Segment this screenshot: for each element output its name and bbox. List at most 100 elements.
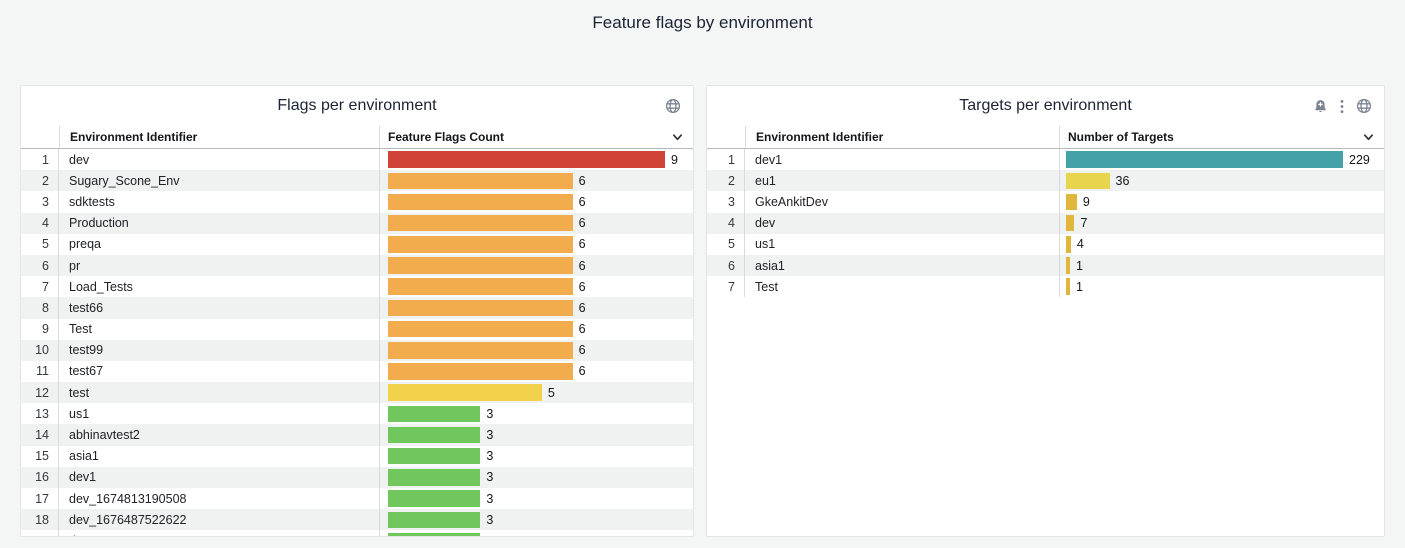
environment-identifier-cell: GkeAnkitDev — [755, 194, 828, 209]
value-gauge-cell: 9 — [1059, 191, 1384, 213]
gauge-value: 6 — [578, 194, 586, 209]
table-row: 15 asia1 3 — [21, 445, 693, 467]
gauge-bar — [388, 384, 542, 401]
environment-identifier-cell: sdktests — [69, 194, 115, 209]
value-gauge-cell: 6 — [379, 297, 693, 319]
gauge-value: 6 — [578, 237, 586, 252]
environment-identifier-cell: abhinavtest2 — [69, 428, 140, 443]
column-header-feature-flags-count[interactable]: Feature Flags Count — [379, 126, 693, 148]
gauge-bar — [1066, 193, 1077, 211]
gauge-bar — [388, 490, 481, 507]
row-number: 4 — [707, 212, 745, 234]
gauge-bar — [1066, 236, 1071, 253]
table-body: 1 dev 9 2 Sugary_Scone_Env 6 3 sdktests 6 4 Produc… — [21, 149, 693, 536]
chevron-down-icon[interactable] — [672, 132, 683, 143]
gauge-value: 36 — [1115, 173, 1130, 188]
gauge-bar — [388, 469, 481, 486]
environment-identifier-cell: preqa — [69, 237, 101, 252]
row-number: 1 — [21, 149, 59, 171]
gauge-bar — [388, 278, 573, 295]
gauge-bar — [388, 363, 573, 380]
row-number: 18 — [21, 509, 59, 531]
value-gauge-cell: 6 — [379, 233, 693, 255]
gauge-value: 3 — [486, 428, 494, 443]
environment-identifier-cell: pr — [69, 258, 81, 273]
row-number: 17 — [21, 488, 59, 510]
gauge-bar — [388, 320, 573, 338]
gauge-value: 3 — [486, 406, 494, 421]
row-number: 4 — [21, 212, 59, 234]
table-row: 4 Production 6 — [21, 212, 693, 234]
value-gauge-cell: 1 — [1059, 276, 1384, 298]
value-gauge-cell: 6 — [379, 212, 693, 234]
gauge-bar — [388, 511, 481, 529]
environment-identifier-cell: dev1 — [69, 470, 97, 485]
gauge-value: 3 — [486, 534, 493, 536]
row-number: 15 — [21, 445, 59, 467]
globe-icon[interactable] — [1356, 98, 1372, 114]
row-number: 16 — [21, 466, 59, 488]
table-row: 6 pr 6 — [21, 254, 693, 277]
environment-identifier-cell: dev_1676487546612 — [59, 534, 379, 536]
table-row: 5 preqa 6 — [21, 233, 693, 255]
environment-identifier-cell: dev_1676487522622 — [69, 512, 187, 527]
value-gauge-cell: 6 — [379, 318, 693, 340]
value-gauge-cell: 9 — [379, 149, 693, 171]
column-header-environment-identifier[interactable]: Environment Identifier — [745, 126, 1059, 148]
environment-identifier-cell: eu1 — [755, 173, 776, 188]
value-gauge-cell: 3 — [379, 403, 693, 425]
gauge-bar — [1066, 257, 1070, 274]
gauge-bar — [388, 172, 573, 190]
row-number: 3 — [21, 191, 59, 213]
table-row: 17 dev_1674813190508 3 — [21, 488, 693, 510]
panel-targets-per-environment: Targets per environment — [706, 85, 1385, 537]
value-gauge-cell: 3 — [379, 424, 693, 446]
gauge-value: 6 — [578, 300, 586, 315]
value-gauge-cell: 6 — [379, 170, 693, 192]
kebab-menu-icon[interactable] — [1340, 99, 1344, 114]
environment-identifier-cell: dev_1674813190508 — [69, 491, 187, 506]
gauge-bar — [1066, 151, 1343, 168]
gauge-bar — [1066, 172, 1110, 190]
environment-identifier-cell: Sugary_Scone_Env — [69, 173, 180, 188]
row-number: 10 — [21, 339, 59, 361]
row-number: 5 — [707, 233, 745, 255]
gauge-bar — [388, 447, 481, 465]
globe-icon[interactable] — [665, 98, 681, 114]
row-number: 14 — [21, 424, 59, 446]
row-number: 2 — [21, 170, 59, 192]
gauge-value: 7 — [1080, 216, 1088, 231]
value-gauge-cell: 6 — [379, 276, 693, 298]
table-header: Environment Identifier Number of Targets — [707, 126, 1384, 149]
gauge-value: 6 — [578, 364, 586, 379]
gauge-value: 3 — [486, 449, 494, 464]
table-row: 11 test67 6 — [21, 360, 693, 383]
row-number: 12 — [21, 382, 59, 404]
value-gauge-cell: 3 — [379, 466, 693, 488]
environment-identifier-cell: test99 — [69, 343, 104, 358]
row-number: 3 — [707, 191, 745, 213]
gauge-value: 6 — [578, 322, 586, 337]
environment-identifier-cell: Load_Tests — [69, 279, 133, 294]
value-gauge-cell: 5 — [379, 382, 693, 404]
gauge-value: 4 — [1076, 237, 1084, 252]
environment-identifier-cell: us1 — [69, 406, 90, 421]
value-gauge-cell: 3 — [379, 509, 693, 531]
row-number: 5 — [21, 233, 59, 255]
gauge-value: 6 — [578, 216, 586, 231]
table-row: 4 dev 7 — [707, 212, 1384, 234]
page-title: Feature flags by environment — [592, 13, 813, 32]
table-row: 5 us1 4 — [707, 233, 1384, 255]
column-header-environment-identifier[interactable]: Environment Identifier — [59, 126, 379, 148]
environment-identifier-cell: us1 — [755, 237, 776, 252]
panel-header-icons — [1313, 86, 1372, 126]
panel-title[interactable]: Flags per environment — [277, 97, 437, 114]
chevron-down-icon[interactable] — [1363, 132, 1374, 143]
value-gauge-cell: 4 — [1059, 233, 1384, 255]
panel-title[interactable]: Targets per environment — [959, 97, 1132, 114]
value-gauge-cell: 3 — [379, 530, 693, 536]
environment-identifier-cell: dev — [69, 152, 90, 167]
column-header-number-of-targets[interactable]: Number of Targets — [1059, 126, 1384, 148]
table-row: 16 dev1 3 — [21, 466, 693, 488]
row-number: 6 — [707, 254, 745, 277]
